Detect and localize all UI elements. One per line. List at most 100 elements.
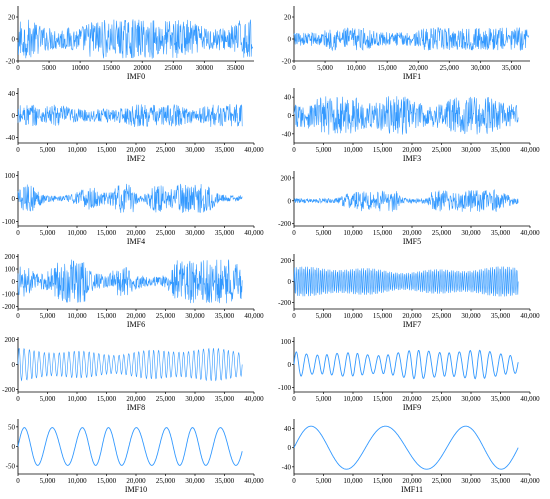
x-tick-label: 0 xyxy=(292,146,296,154)
signal-series xyxy=(17,259,243,304)
imf-panel-2: -40 0 40 0 5,000 10,000 15,000 20,000 25,000 30,0… xyxy=(0,82,274,163)
x-tick-label: 15000 xyxy=(102,64,120,72)
x-tick-label: 10,000 xyxy=(346,64,366,72)
y-tick-label: 20 xyxy=(8,14,16,22)
x-tick-label: 5,000 xyxy=(40,477,56,485)
x-tick-label: 25,000 xyxy=(440,64,460,72)
x-tick-label: 5,000 xyxy=(316,477,332,485)
y-tick-label: 20 xyxy=(284,14,292,22)
x-tick-label: 5000 xyxy=(42,64,57,72)
signal-series xyxy=(17,19,254,59)
x-tick-label: 15,000 xyxy=(373,312,393,320)
imf-panel-8: -200 0 200 0 5,000 10,000 15,000 20,000 25,000 30… xyxy=(0,331,274,412)
panel-title: IMF1 xyxy=(403,72,421,81)
imf-panel-10: -50 0 50 0 5,000 10,000 15,000 20,000 25,000 30,0… xyxy=(0,413,274,494)
x-tick-label: 25,000 xyxy=(156,229,176,237)
x-tick-label: 30,000 xyxy=(471,64,491,72)
x-tick-label: 25,000 xyxy=(432,477,452,485)
y-tick-label: 100 xyxy=(5,172,16,180)
signal-series xyxy=(17,427,243,466)
imf-panel-5: -200 0 200 0 5,000 10,000 15,000 20,000 25,000 30… xyxy=(276,165,550,246)
x-tick-label: 20,000 xyxy=(402,477,422,485)
y-tick-label: -200 xyxy=(278,299,291,307)
y-tick-label: 0 xyxy=(288,278,292,286)
y-tick-label: 40 xyxy=(284,94,292,102)
x-tick-label: 40,000 xyxy=(244,229,264,237)
x-tick-label: 30,000 xyxy=(461,229,481,237)
x-tick-label: 35,000 xyxy=(215,477,235,485)
x-tick-label: 0 xyxy=(16,146,20,154)
x-tick-label: 20,000 xyxy=(126,477,146,485)
x-tick-label: 30,000 xyxy=(461,146,481,154)
x-tick-label: 30,000 xyxy=(461,477,481,485)
x-tick-label: 30,000 xyxy=(185,395,205,403)
x-tick-label: 0 xyxy=(292,229,296,237)
y-tick-label: 50 xyxy=(8,423,16,431)
panel-title: IMF2 xyxy=(127,154,145,163)
x-tick-label: 15,000 xyxy=(97,477,117,485)
x-tick-label: 15,000 xyxy=(373,146,393,154)
x-tick-label: 40,000 xyxy=(520,229,540,237)
x-tick-label: 25,000 xyxy=(432,312,452,320)
x-tick-label: 20,000 xyxy=(126,312,146,320)
y-tick-label: -200 xyxy=(2,386,15,394)
x-tick-label: 20,000 xyxy=(126,229,146,237)
x-tick-label: 35,000 xyxy=(491,229,511,237)
x-tick-label: 10,000 xyxy=(343,146,363,154)
y-tick-label: 0 xyxy=(12,278,16,286)
panel-title: IMF6 xyxy=(127,320,145,329)
panel-title: IMF11 xyxy=(401,485,423,494)
signal-series xyxy=(17,347,243,382)
x-tick-label: 0 xyxy=(16,64,20,72)
x-tick-label: 15,000 xyxy=(97,229,117,237)
x-tick-label: 30,000 xyxy=(185,312,205,320)
x-tick-label: 15,000 xyxy=(97,395,117,403)
x-tick-label: 20,000 xyxy=(402,395,422,403)
signal-series xyxy=(293,96,519,135)
panel-title: IMF5 xyxy=(403,237,421,246)
x-tick-label: 0 xyxy=(292,477,296,485)
y-tick-label: 0 xyxy=(288,112,292,120)
x-tick-label: 5,000 xyxy=(316,146,332,154)
imf-panel-6: -200 -100 0 100 200 0 5,000 10,000 15,000 20,000 2… xyxy=(0,248,274,329)
x-tick-label: 20,000 xyxy=(402,229,422,237)
x-tick-label: 35,000 xyxy=(502,64,522,72)
x-tick-label: 15,000 xyxy=(378,64,398,72)
x-tick-label: 40,000 xyxy=(244,312,264,320)
x-tick-label: 35,000 xyxy=(491,146,511,154)
x-tick-label: 30,000 xyxy=(461,312,481,320)
x-tick-label: 5,000 xyxy=(40,312,56,320)
imf-panel-0: -20 0 20 0 5000 10000 15000 20000 25000 30000 3500… xyxy=(0,0,274,81)
y-tick-label: 200 xyxy=(5,336,16,344)
y-tick-label: 40 xyxy=(8,90,16,98)
x-tick-label: 20,000 xyxy=(126,395,146,403)
x-tick-label: 35,000 xyxy=(215,395,235,403)
x-tick-label: 35,000 xyxy=(215,146,235,154)
y-tick-label: 100 xyxy=(281,338,292,346)
signal-series xyxy=(293,27,530,52)
x-tick-label: 30,000 xyxy=(461,395,481,403)
y-tick-label: -40 xyxy=(6,134,16,142)
y-tick-label: 0 xyxy=(12,195,16,203)
x-tick-label: 5,000 xyxy=(316,312,332,320)
x-tick-label: 10,000 xyxy=(67,146,87,154)
signal-series xyxy=(293,425,519,470)
y-tick-label: 200 xyxy=(5,253,16,261)
y-tick-label: 0 xyxy=(288,361,292,369)
y-tick-label: -50 xyxy=(6,463,16,471)
imf-panel-7: -200 0 200 0 5,000 10,000 15,000 20,000 25,000 30… xyxy=(276,248,550,329)
x-tick-label: 25,000 xyxy=(156,477,176,485)
imf-chart-6: -200 -100 0 100 200 0 5,000 10,000 15,000 20,000 2… xyxy=(2,253,264,329)
x-tick-label: 40,000 xyxy=(520,395,540,403)
y-tick-label: -100 xyxy=(2,218,15,226)
signal-series xyxy=(17,183,243,213)
signal-series xyxy=(293,266,519,297)
x-tick-label: 35000 xyxy=(227,64,245,72)
y-tick-label: -100 xyxy=(278,384,291,392)
x-tick-label: 10,000 xyxy=(67,477,87,485)
